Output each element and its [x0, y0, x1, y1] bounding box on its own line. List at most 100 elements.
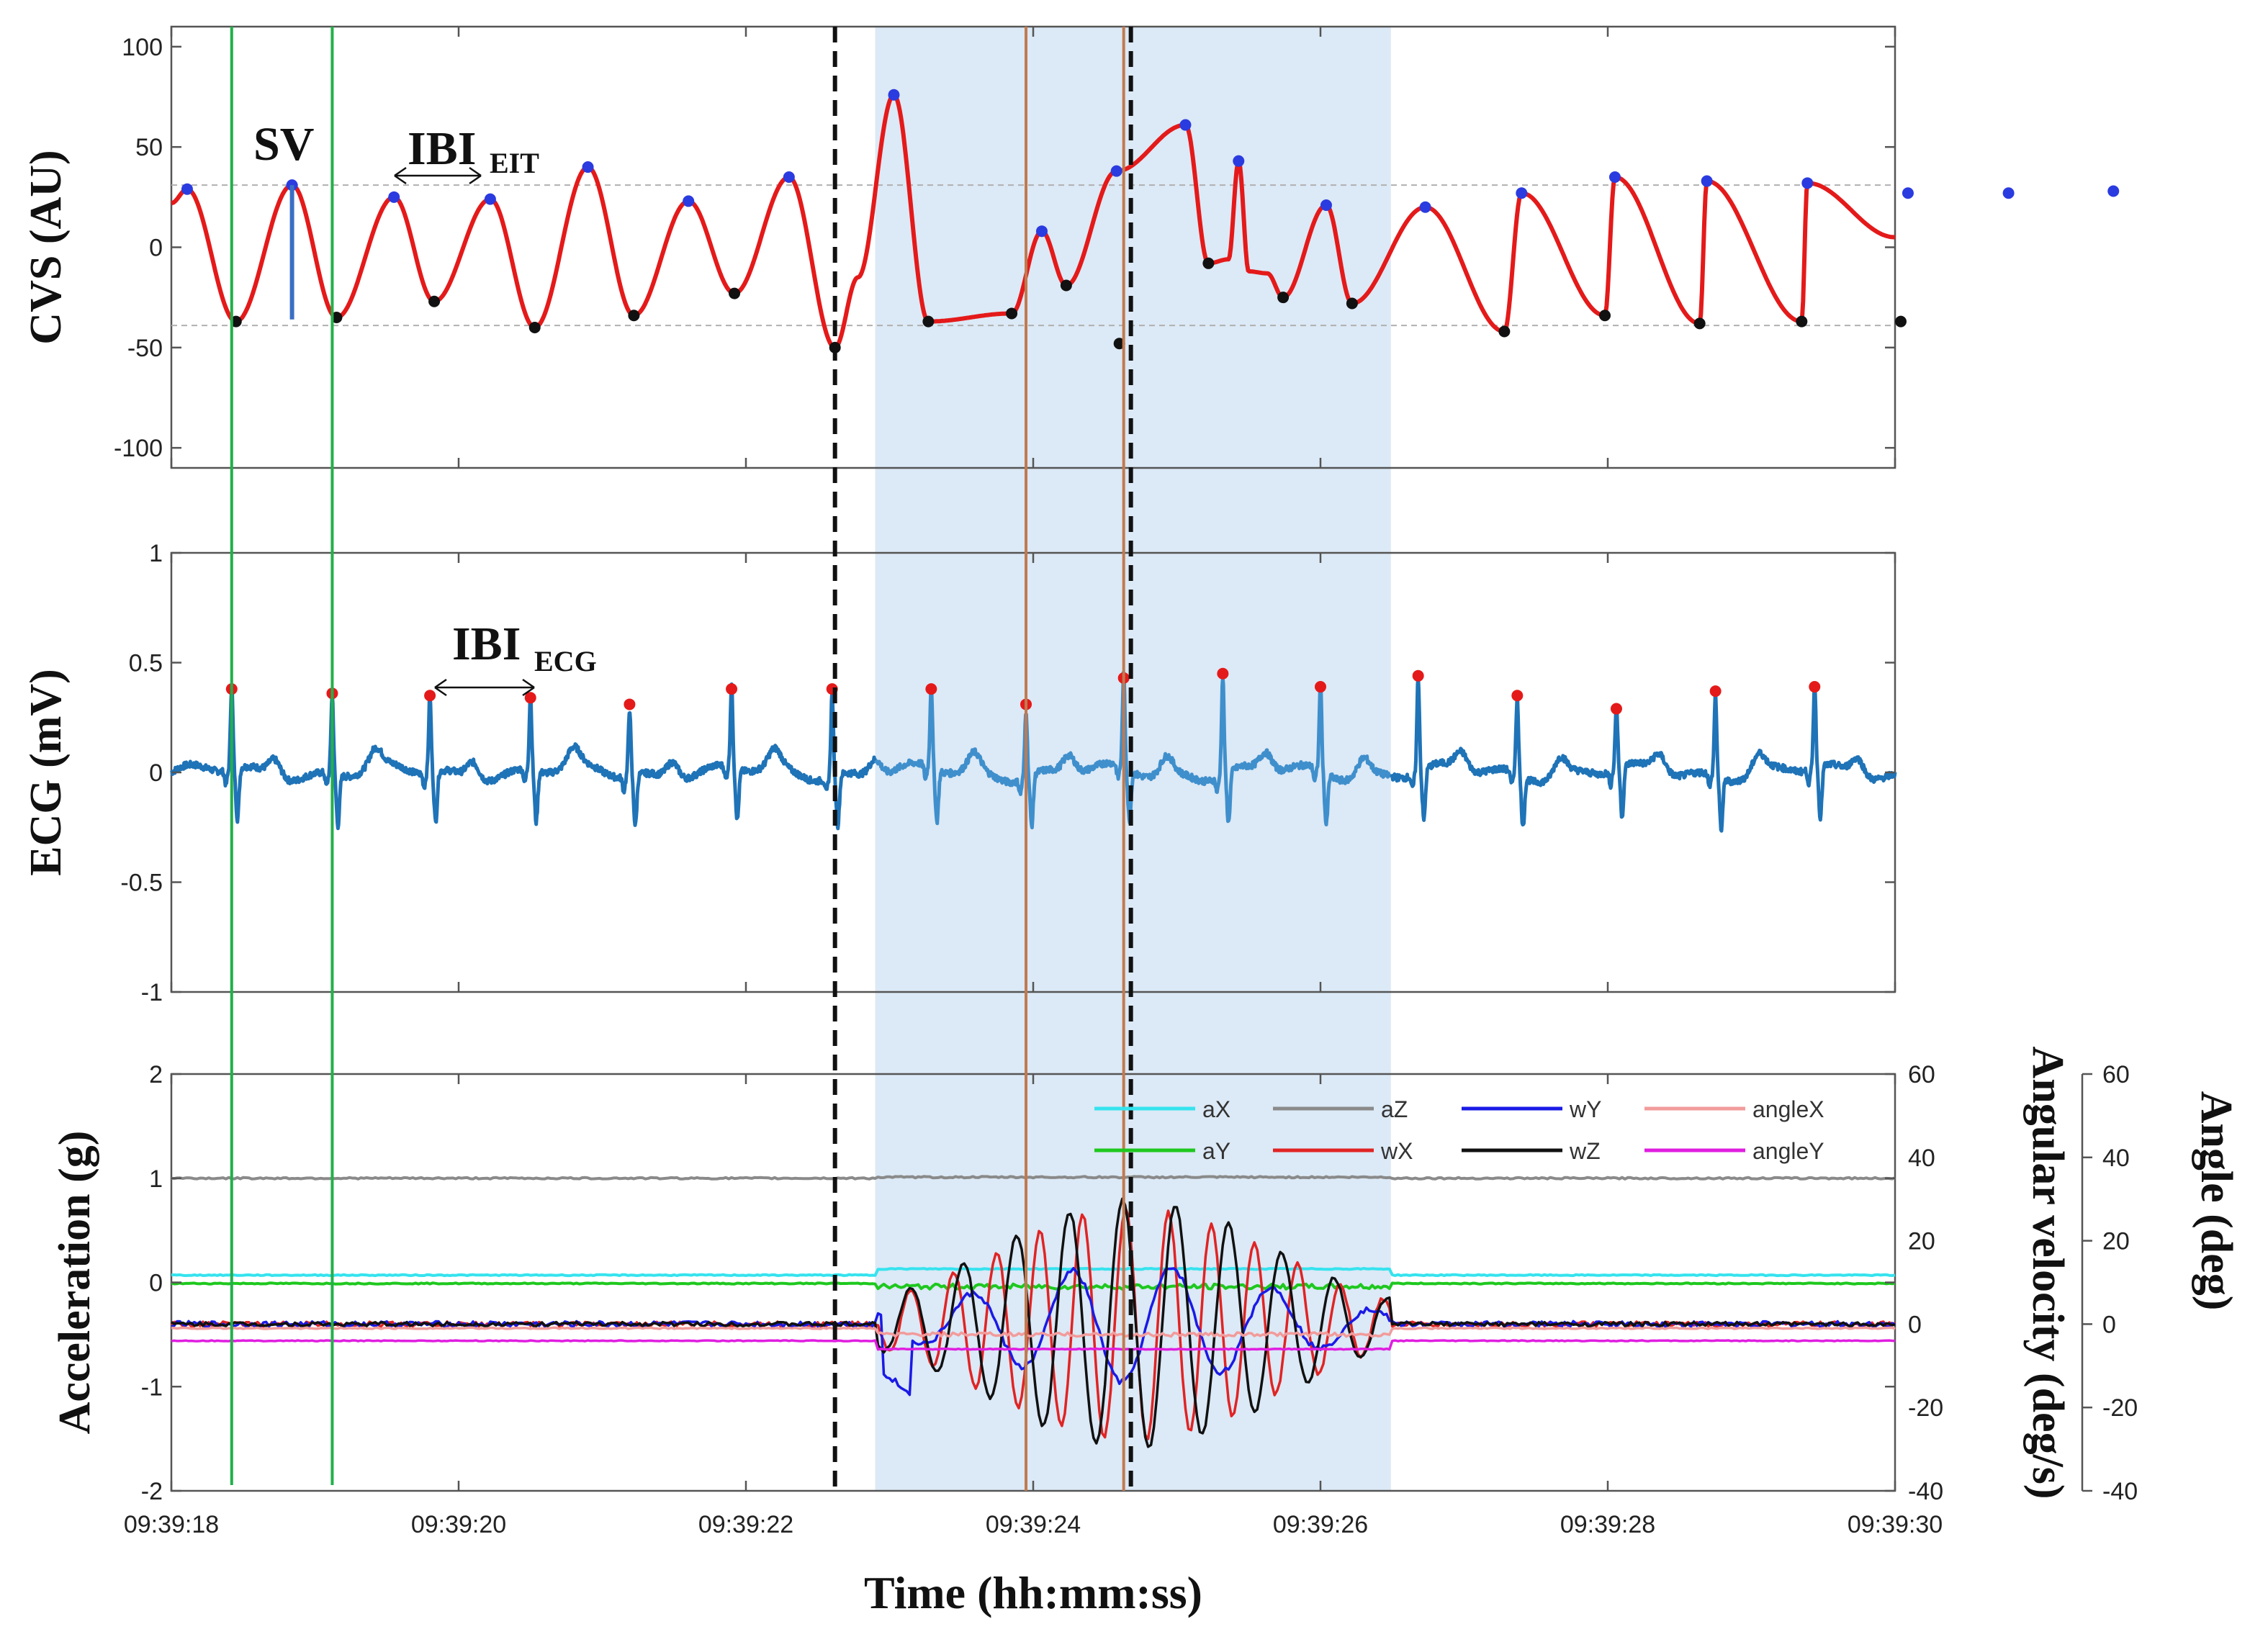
ecg-r-peak-point — [1610, 703, 1622, 715]
cvs-trough-point — [1006, 307, 1018, 320]
ecg-r-peak-point — [726, 683, 738, 695]
y-tick-label: 1 — [149, 1165, 163, 1193]
cvs-peak-point — [683, 195, 695, 207]
x-tick-label: 09:39:24 — [986, 1511, 1081, 1538]
ibi-ecg-label: IBI — [452, 618, 521, 670]
cvs-trough-point — [922, 315, 935, 328]
legend-label-ay: aY — [1202, 1138, 1230, 1164]
legend-label-ax: aX — [1202, 1096, 1230, 1122]
x-tick-label: 09:39:18 — [124, 1511, 219, 1538]
ecg-r-peak-point — [524, 692, 536, 704]
y-right2-tick-label: 40 — [2102, 1145, 2130, 1172]
imu-series-az — [171, 1175, 1896, 1181]
y-right-tick-label: 60 — [1908, 1061, 1935, 1088]
ecg-r-peak-point — [1511, 690, 1524, 702]
cvs-peak-point — [1516, 187, 1528, 199]
y-right2-tick-label: 20 — [2102, 1228, 2130, 1255]
y-tick-label: -2 — [141, 1478, 163, 1505]
cvs-trough-point — [1060, 279, 1072, 292]
y-right2-tick-label: 60 — [2102, 1061, 2130, 1088]
ibi-eit-subscript: EIT — [490, 147, 539, 179]
legend-label-wx: wX — [1380, 1138, 1413, 1164]
ecg-r-peak-point — [624, 698, 636, 711]
y-tick-label: 2 — [149, 1061, 163, 1088]
y-tick-label: 100 — [122, 34, 163, 61]
cvs-peak-point — [2002, 187, 2015, 199]
x-tick-label: 09:39:28 — [1560, 1511, 1655, 1538]
y-right2-tick-label: 0 — [2102, 1311, 2116, 1338]
y-tick-label: 0 — [149, 235, 163, 262]
imu-series-angley — [171, 1339, 1896, 1351]
x-tick-label: 09:39:20 — [411, 1511, 506, 1538]
y-tick-label: 0.5 — [129, 650, 163, 677]
ecg-series-line — [169, 682, 877, 831]
movement-shaded-region — [875, 27, 1391, 1491]
x-tick-label: 09:39:30 — [1848, 1511, 1943, 1538]
cvs-trough-point — [1796, 315, 1808, 328]
x-axis-label: Time (hh:mm:ss) — [864, 1567, 1202, 1618]
ecg-r-peak-point — [1412, 669, 1424, 682]
x-tick-label: 09:39:26 — [1273, 1511, 1368, 1538]
cvs-trough-point — [1277, 292, 1290, 304]
cvs-peak-point — [1320, 199, 1332, 211]
ecg-r-peak-point — [1315, 681, 1326, 693]
cvs-peak-point — [1179, 119, 1192, 131]
y-tick-label: -100 — [114, 435, 163, 462]
y-tick-label: 1 — [149, 540, 163, 567]
ibi-eit-double-arrow — [394, 166, 482, 185]
imu-series-wz — [171, 1197, 1896, 1448]
legend: aX aZ wY angleX aY wX wZ angleY — [1094, 1096, 1824, 1164]
ecg-r-peak-point — [424, 690, 436, 702]
angle-axis-label: Angle (deg) — [2192, 1091, 2241, 1311]
legend-label-wz: wZ — [1569, 1138, 1601, 1164]
cvs-trough-point — [628, 310, 640, 322]
cvs-series-line — [170, 92, 1896, 350]
sv-label: SV — [253, 118, 314, 171]
y-tick-label: -1 — [141, 979, 163, 1006]
ibi-ecg-subscript: ECG — [534, 645, 597, 677]
x-tick-label: 09:39:22 — [698, 1511, 793, 1538]
legend-label-anglex: angleX — [1752, 1096, 1824, 1122]
cvs-trough-point — [1498, 325, 1511, 338]
y-right-tick-label: -40 — [1908, 1478, 1943, 1505]
cvs-peak-point — [1801, 177, 1814, 189]
y-right-tick-label: -20 — [1908, 1394, 1943, 1422]
imu-panel — [170, 1175, 1896, 1448]
cvs-trough-point — [1894, 315, 1907, 328]
tick-labels: 100 50 0 -50 -100 1 0.5 0 -0.5 -1 2 1 0 -1 -2 60 60 40 40 2… — [114, 27, 2138, 1538]
legend-label-angley: angleY — [1752, 1138, 1824, 1164]
cvs-peak-point — [582, 161, 594, 173]
y-right-tick-label: 40 — [1908, 1145, 1935, 1172]
ecg-series-line — [1390, 675, 1897, 833]
ibi-eit-label: IBI — [408, 122, 476, 175]
ecg-r-peak-point — [1217, 667, 1229, 680]
ecg-panel — [169, 667, 1897, 833]
y-tick-label: 0 — [149, 1270, 163, 1297]
cvs-panel — [170, 89, 2120, 353]
ecg-r-peak-point — [925, 683, 937, 695]
cvs-peak-point — [1233, 155, 1245, 167]
cvs-peak-point — [388, 191, 400, 203]
imu-y-axis-label: Acceleration (g) — [50, 1131, 99, 1435]
reference-lines — [171, 184, 1895, 327]
ibi-ecg-double-arrow — [434, 678, 535, 697]
imu-series-anglex — [171, 1326, 1896, 1338]
event-lines — [230, 27, 1133, 1491]
y-tick-label: 50 — [135, 134, 163, 161]
cvs-peak-point — [1419, 201, 1431, 213]
cvs-trough-point — [1346, 297, 1358, 310]
cvs-trough-point — [1693, 317, 1706, 330]
annotations: SV IBI EIT IBI ECG — [253, 118, 597, 697]
ecg-series-line — [873, 670, 1392, 830]
cvs-y-axis-label: CVS (AU) — [22, 150, 71, 344]
y-right-tick-label: 20 — [1908, 1228, 1935, 1255]
legend-label-wy: wY — [1569, 1096, 1601, 1122]
cvs-trough-point — [428, 295, 441, 307]
y-tick-label: 0 — [149, 759, 163, 787]
cvs-trough-point — [1202, 257, 1215, 269]
shaded-region — [875, 27, 1391, 1491]
cvs-trough-point — [1599, 310, 1611, 322]
angular-velocity-axis-label: Angular velocity (deg/s) — [2023, 1046, 2072, 1499]
legend-label-az: aZ — [1381, 1096, 1408, 1122]
